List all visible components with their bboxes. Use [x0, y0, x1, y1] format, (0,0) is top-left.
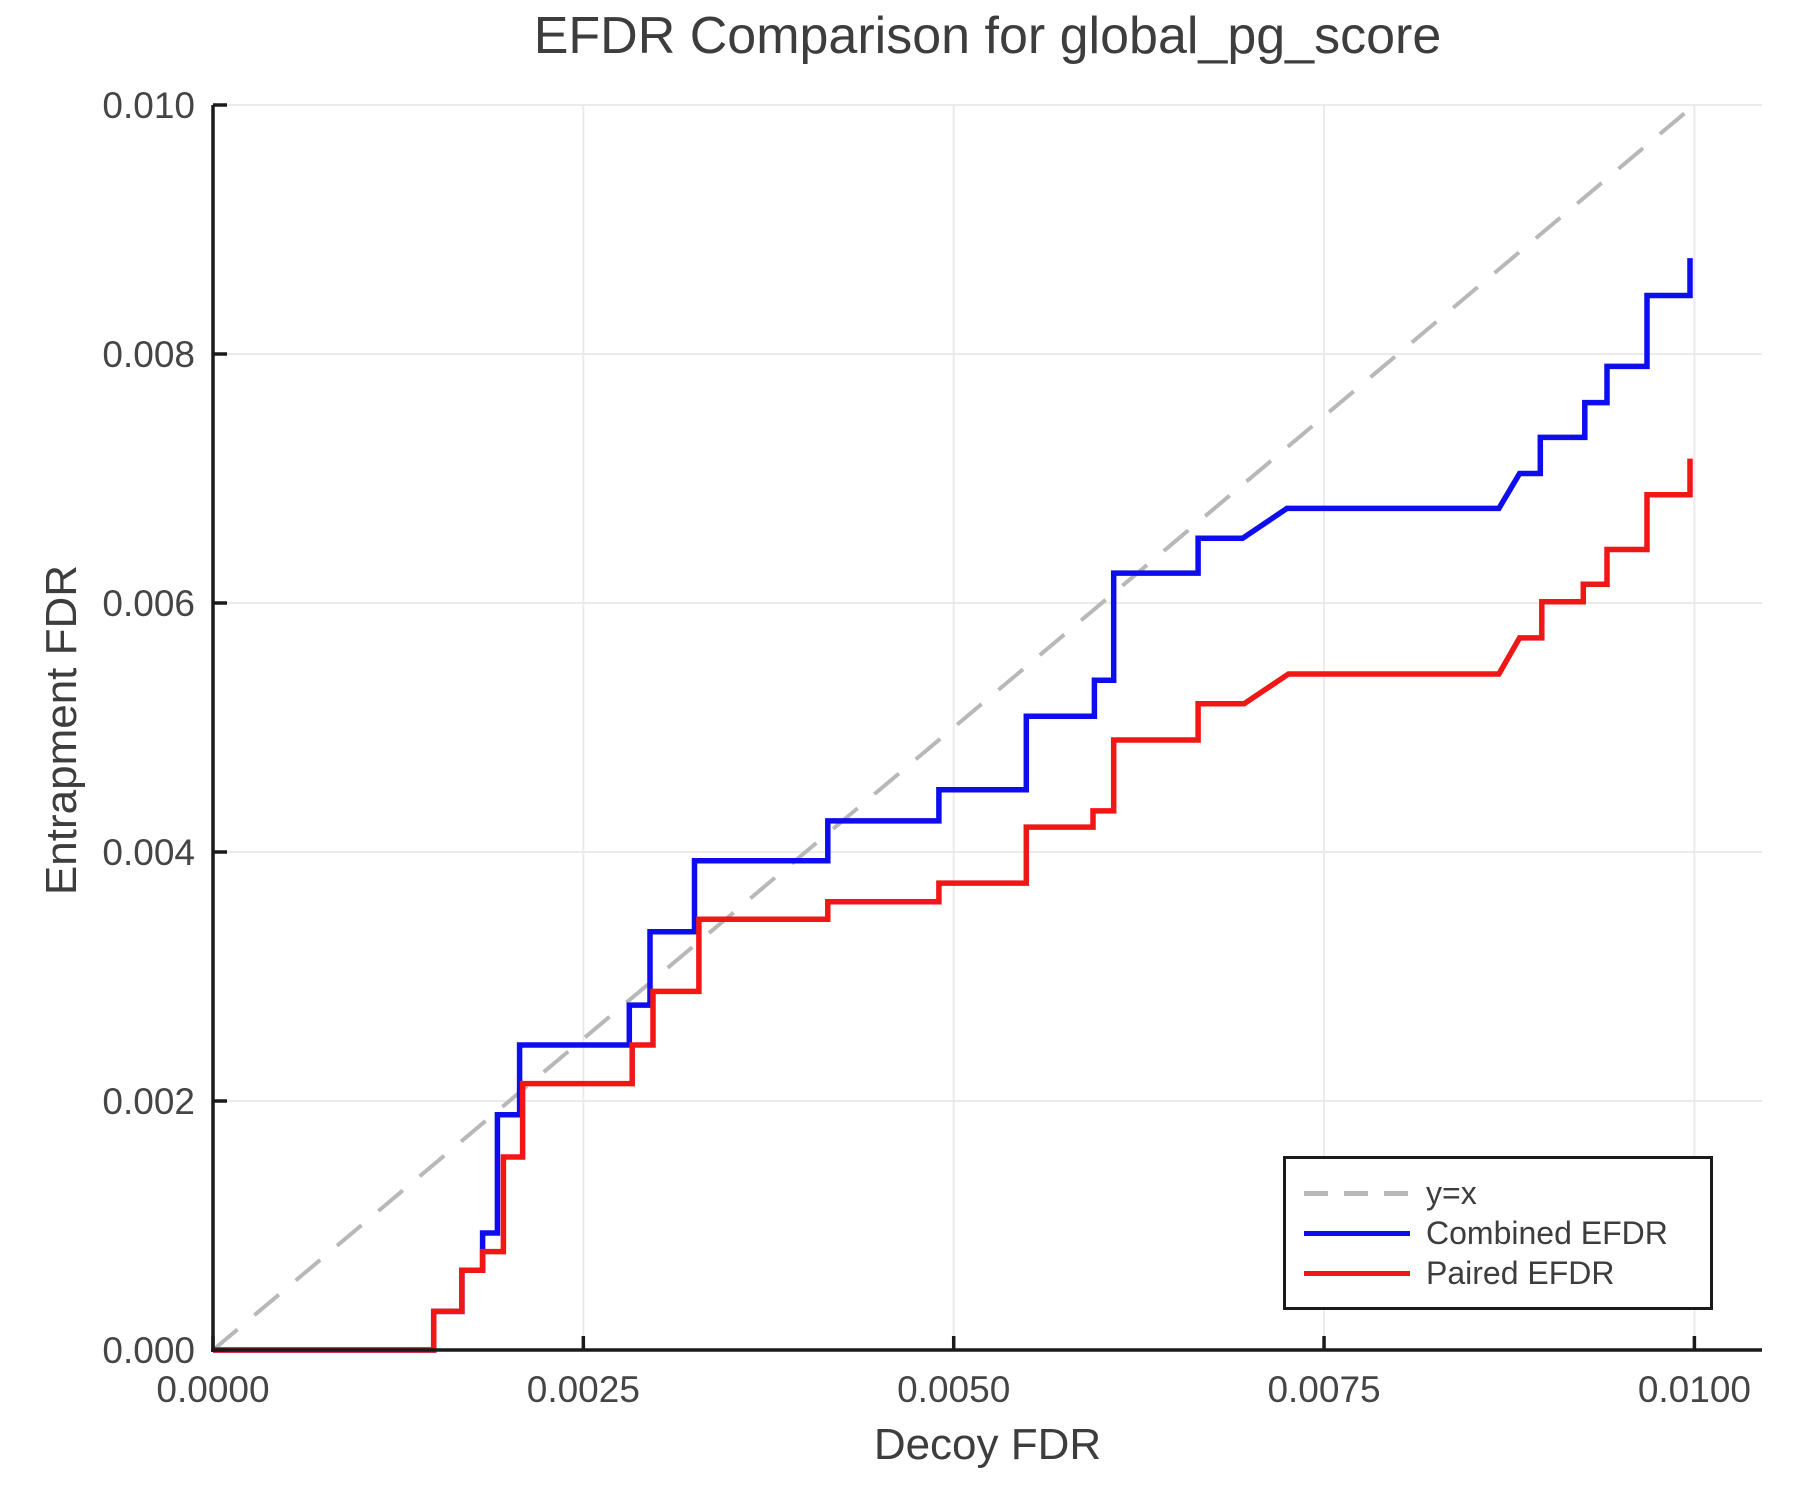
y-tick-label: 0.008	[102, 334, 195, 375]
y-tick-label: 0.010	[102, 85, 195, 126]
y-tick-label: 0.002	[102, 1081, 195, 1122]
legend-item: Paired EFDR	[1304, 1253, 1710, 1293]
x-tick-label: 0.0075	[1267, 1369, 1380, 1410]
chart-title: EFDR Comparison for global_pg_score	[533, 7, 1442, 65]
y-tick-label: 0.000	[102, 1330, 195, 1371]
x-tick-label: 0.0025	[527, 1369, 640, 1410]
legend: y=x Combined EFDR Paired EFDR	[1283, 1156, 1713, 1310]
legend-item-label: Paired EFDR	[1426, 1255, 1615, 1291]
legend-line-sample	[1304, 1270, 1410, 1276]
y-tick-label: 0.006	[102, 583, 195, 624]
x-tick-label: 0.0100	[1638, 1369, 1751, 1410]
x-axis-label: Decoy FDR	[873, 1420, 1102, 1469]
y-axis-label: Entrapment FDR	[37, 564, 86, 896]
legend-item-label: y=x	[1426, 1175, 1477, 1211]
x-tick-label: 0.0050	[897, 1369, 1010, 1410]
legend-item: y=x	[1304, 1173, 1710, 1213]
legend-item-label: Combined EFDR	[1426, 1215, 1668, 1251]
paired-efdr-line	[213, 458, 1693, 1353]
combined-efdr-line	[213, 258, 1693, 1353]
legend-line-sample	[1304, 1230, 1410, 1236]
x-tick-label: 0.0000	[156, 1369, 269, 1410]
legend-line-sample	[1304, 1190, 1410, 1196]
legend-item: Combined EFDR	[1304, 1213, 1710, 1253]
y-tick-label: 0.004	[102, 832, 195, 873]
